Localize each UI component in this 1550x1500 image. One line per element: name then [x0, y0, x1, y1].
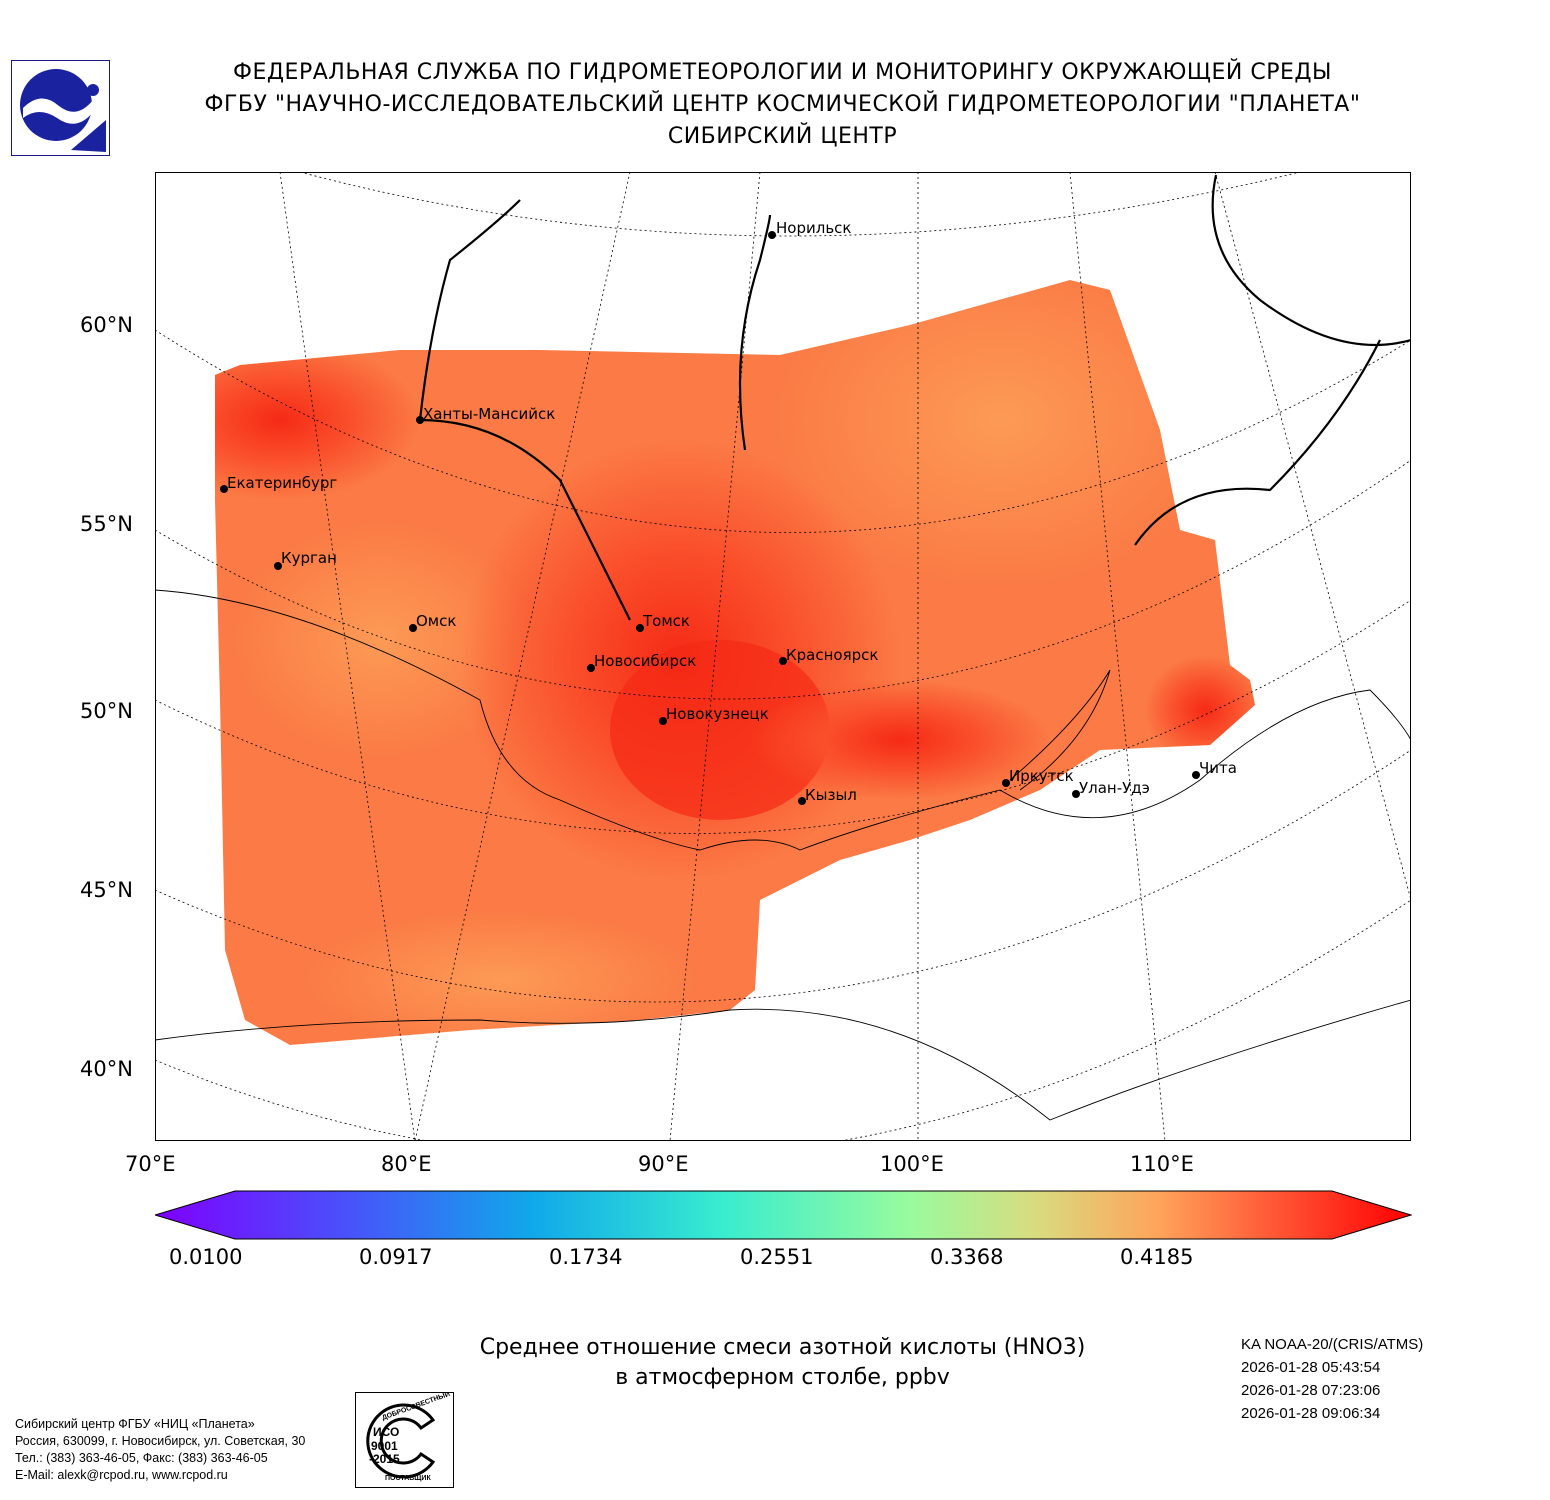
lon-label: 90°E [638, 1152, 689, 1176]
contact-address: Сибирский центр ФГБУ «НИЦ «Планета» Росс… [15, 1416, 305, 1484]
satellite-info: KA NOAA-20/(CRIS/ATMS) 2026-01-28 05:43:… [1241, 1333, 1423, 1425]
svg-text:-2015: -2015 [369, 1452, 400, 1466]
svg-text:ИСО: ИСО [373, 1425, 399, 1439]
lat-label: 40°N [80, 1057, 133, 1081]
city-label-yekaterinburg: Екатеринбург [227, 474, 338, 492]
lat-label: 50°N [80, 699, 133, 723]
lon-label: 110°E [1130, 1152, 1194, 1176]
city-label-omsk: Омск [416, 612, 457, 630]
colorbar [155, 1190, 1412, 1240]
header-line-3: СИБИРСКИЙ ЦЕНТР [667, 124, 898, 149]
graticule [155, 172, 1411, 1141]
city-label-kurgan: Курган [281, 549, 337, 567]
lat-label: 55°N [80, 512, 133, 536]
city-label-khanty-mansiysk: Ханты-Мансийск [423, 405, 556, 423]
lon-label: 80°E [381, 1152, 432, 1176]
title-line-1: Среднее отношение смеси азотной кислоты … [479, 1335, 1086, 1360]
colorbar-tick: 0.2551 [740, 1245, 814, 1269]
city-label-norilsk: Норильск [776, 219, 852, 237]
city-label-tomsk: Томск [643, 612, 690, 630]
pass-time: 2026-01-28 05:43:54 [1241, 1359, 1381, 1376]
chart-title: Среднее отношение смеси азотной кислоты … [380, 1333, 1185, 1393]
address-line: Сибирский центр ФГБУ «НИЦ «Планета» [15, 1417, 255, 1431]
svg-text:9001: 9001 [371, 1439, 398, 1453]
lon-label: 70°E [125, 1152, 176, 1176]
iso-stamp-logo: ДОБРОСОВЕСТНЫЙ ИСО 9001 -2015 ПОСТАВЩИК [355, 1392, 454, 1488]
city-label-krasnoyarsk: Красноярск [786, 646, 879, 664]
city-label-chita: Чита [1199, 759, 1237, 777]
header-line-1: ФЕДЕРАЛЬНАЯ СЛУЖБА ПО ГИДРОМЕТЕОРОЛОГИИ … [233, 60, 1332, 85]
city-label-novosibirsk: Новосибирск [594, 652, 697, 670]
colorbar-tick: 0.3368 [930, 1245, 1004, 1269]
city-markers [220, 231, 1200, 805]
colorbar-tick: 0.1734 [549, 1245, 623, 1269]
borders [155, 589, 1411, 1121]
pass-time: 2026-01-28 09:06:34 [1241, 1405, 1381, 1422]
lat-label: 45°N [80, 878, 133, 902]
planeta-logo [11, 60, 110, 156]
colorbar-tick: 0.0917 [359, 1245, 433, 1269]
city-label-ulan-ude: Улан-Удэ [1079, 779, 1150, 797]
city-label-novokuznetsk: Новокузнецк [666, 705, 769, 723]
title-line-2: в атмосферном столбе, ppbv [615, 1365, 950, 1390]
address-line: Тел.: (383) 363-46-05, Факс: (383) 363-4… [15, 1451, 268, 1465]
lat-label: 60°N [80, 313, 133, 337]
lon-label: 100°E [880, 1152, 944, 1176]
pass-time: 2026-01-28 07:23:06 [1241, 1382, 1381, 1399]
header-line-2: ФГБУ "НАУЧНО-ИССЛЕДОВАТЕЛЬСКИЙ ЦЕНТР КОС… [204, 92, 1361, 117]
city-label-kyzyl: Кызыл [805, 786, 857, 804]
hno3-field [215, 280, 1255, 1045]
rivers [418, 174, 1411, 621]
colorbar-tick: 0.4185 [1120, 1245, 1194, 1269]
satellite-name: KA NOAA-20/(CRIS/ATMS) [1241, 1336, 1424, 1353]
svg-text:ПОСТАВЩИК: ПОСТАВЩИК [385, 1475, 431, 1482]
colorbar-tick: 0.0100 [169, 1245, 243, 1269]
city-label-irkutsk: Иркутск [1009, 767, 1074, 785]
address-line: E-Mail: alexk@rcpod.ru, www.rcpod.ru [15, 1468, 228, 1482]
address-line: Россия, 630099, г. Новосибирск, ул. Сове… [15, 1434, 306, 1448]
map [155, 172, 1411, 1141]
